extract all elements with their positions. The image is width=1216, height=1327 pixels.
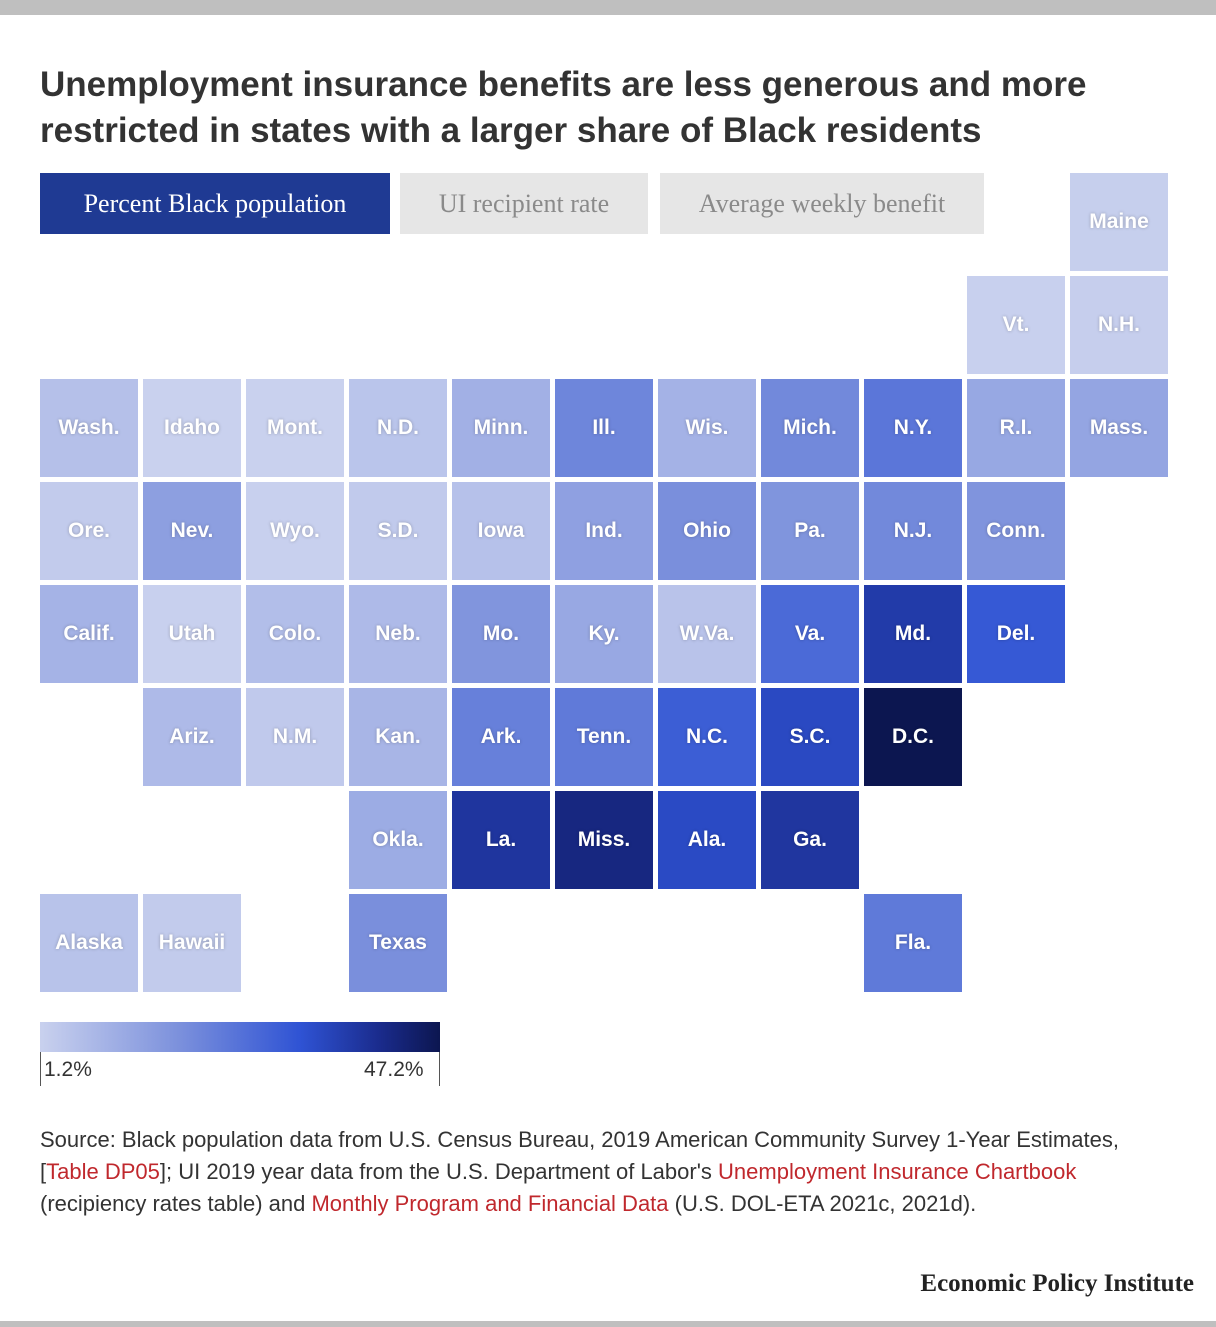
state-tile-r-i[interactable]: R.I. (967, 379, 1065, 477)
state-tile-n-m[interactable]: N.M. (246, 688, 344, 786)
state-tile-wis[interactable]: Wis. (658, 379, 756, 477)
ui-chartbook-link[interactable]: Unemployment Insurance Chartbook (718, 1159, 1077, 1184)
state-tile-vt[interactable]: Vt. (967, 276, 1065, 374)
legend-max-label: 47.2% (364, 1058, 424, 1081)
tab-average-weekly-benefit[interactable]: Average weekly benefit (660, 173, 984, 234)
state-tile-ala[interactable]: Ala. (658, 791, 756, 889)
monthly-program-data-link[interactable]: Monthly Program and Financial Data (311, 1191, 669, 1216)
brand-logo-text: Economic Policy Institute (920, 1270, 1194, 1297)
state-tile-ky[interactable]: Ky. (555, 585, 653, 683)
tile-grid-map: Maine Vt. N.H. Wash. Idaho Mont. N.D. Minn. Ill.… (40, 173, 1168, 992)
state-tile-iowa[interactable]: Iowa (452, 482, 550, 580)
state-tile-minn[interactable]: Minn. (452, 379, 550, 477)
legend-min-label: 1.2% (44, 1058, 92, 1081)
table-dp05-link[interactable]: Table DP05 (46, 1159, 160, 1184)
state-tile-wyo[interactable]: Wyo. (246, 482, 344, 580)
state-tile-miss[interactable]: Miss. (555, 791, 653, 889)
state-tile-neb[interactable]: Neb. (349, 585, 447, 683)
source-text-4: (U.S. DOL-ETA 2021c, 2021d). (668, 1191, 977, 1216)
state-tile-tenn[interactable]: Tenn. (555, 688, 653, 786)
source-text-2: ]; UI 2019 year data from the U.S. Depar… (159, 1159, 719, 1184)
state-tile-ill[interactable]: Ill. (555, 379, 653, 477)
state-tile-del[interactable]: Del. (967, 585, 1065, 683)
bottom-border (0, 1321, 1216, 1327)
state-tile-va[interactable]: Va. (761, 585, 859, 683)
state-tile-hawaii[interactable]: Hawaii (143, 894, 241, 992)
state-tile-s-c[interactable]: S.C. (761, 688, 859, 786)
legend-min-tick (40, 1052, 41, 1086)
state-tile-ind[interactable]: Ind. (555, 482, 653, 580)
state-tile-n-j[interactable]: N.J. (864, 482, 962, 580)
state-tile-nev[interactable]: Nev. (143, 482, 241, 580)
state-tile-texas[interactable]: Texas (349, 894, 447, 992)
chart-title: Unemployment insurance benefits are less… (40, 65, 1087, 150)
tab-percent-black-population[interactable]: Percent Black population (40, 173, 390, 234)
state-tile-kan[interactable]: Kan. (349, 688, 447, 786)
state-tile-n-c[interactable]: N.C. (658, 688, 756, 786)
state-tile-la[interactable]: La. (452, 791, 550, 889)
state-tile-mo[interactable]: Mo. (452, 585, 550, 683)
tab-ui-recipient-rate[interactable]: UI recipient rate (400, 173, 648, 234)
state-tile-ore[interactable]: Ore. (40, 482, 138, 580)
state-tile-mass[interactable]: Mass. (1070, 379, 1168, 477)
state-tile-mich[interactable]: Mich. (761, 379, 859, 477)
state-tile-ga[interactable]: Ga. (761, 791, 859, 889)
state-tile-fla[interactable]: Fla. (864, 894, 962, 992)
state-tile-conn[interactable]: Conn. (967, 482, 1065, 580)
source-note: Source: Black population data from U.S. … (40, 1124, 1180, 1220)
state-tile-maine[interactable]: Maine (1070, 173, 1168, 271)
state-tile-idaho[interactable]: Idaho (143, 379, 241, 477)
state-tile-alaska[interactable]: Alaska (40, 894, 138, 992)
state-tile-ark[interactable]: Ark. (452, 688, 550, 786)
state-tile-d-c[interactable]: D.C. (864, 688, 962, 786)
state-tile-mont[interactable]: Mont. (246, 379, 344, 477)
state-tile-ohio[interactable]: Ohio (658, 482, 756, 580)
state-tile-ariz[interactable]: Ariz. (143, 688, 241, 786)
state-tile-wash[interactable]: Wash. (40, 379, 138, 477)
legend-max-tick (439, 1052, 440, 1086)
source-text-3: (recipiency rates table) and (40, 1191, 312, 1216)
state-tile-calif[interactable]: Calif. (40, 585, 138, 683)
state-tile-n-h[interactable]: N.H. (1070, 276, 1168, 374)
state-tile-w-va[interactable]: W.Va. (658, 585, 756, 683)
top-border (0, 0, 1216, 15)
state-tile-n-y[interactable]: N.Y. (864, 379, 962, 477)
state-tile-okla[interactable]: Okla. (349, 791, 447, 889)
state-tile-n-d[interactable]: N.D. (349, 379, 447, 477)
source-text-1: Source: Black population data from U.S. … (40, 1127, 1119, 1184)
state-tile-colo[interactable]: Colo. (246, 585, 344, 683)
color-scale-legend (40, 1022, 440, 1052)
state-tile-md[interactable]: Md. (864, 585, 962, 683)
state-tile-s-d[interactable]: S.D. (349, 482, 447, 580)
state-tile-pa[interactable]: Pa. (761, 482, 859, 580)
state-tile-utah[interactable]: Utah (143, 585, 241, 683)
